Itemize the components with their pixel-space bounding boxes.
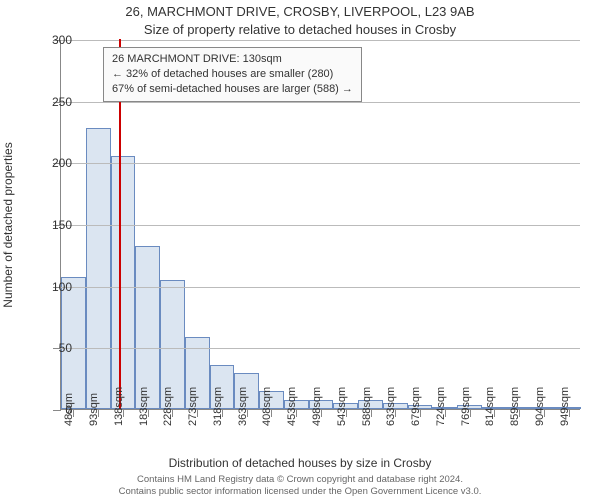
grid-line [61, 348, 580, 349]
histogram-bar [86, 128, 111, 409]
y-tick-label: 200 [32, 156, 72, 170]
y-tick-label: 50 [32, 341, 72, 355]
histogram-bar [111, 156, 136, 409]
y-tick-label: 300 [32, 33, 72, 47]
grid-line [61, 225, 580, 226]
grid-line [61, 102, 580, 103]
y-tick-label: 100 [32, 280, 72, 294]
y-axis-label: Number of detached properties [1, 142, 15, 307]
annotation-line1: 26 MARCHMONT DRIVE: 130sqm [112, 52, 353, 67]
footer-attribution: Contains HM Land Registry data © Crown c… [0, 474, 600, 498]
grid-line [61, 163, 580, 164]
footer-line2: Contains public sector information licen… [0, 486, 600, 498]
chart-title-line1: 26, MARCHMONT DRIVE, CROSBY, LIVERPOOL, … [0, 4, 600, 19]
annotation-box: 26 MARCHMONT DRIVE: 130sqm ← 32% of deta… [103, 47, 362, 102]
x-axis-label: Distribution of detached houses by size … [0, 456, 600, 470]
y-tick-label: 250 [32, 95, 72, 109]
annotation-line2: ← 32% of detached houses are smaller (28… [112, 67, 353, 82]
footer-line1: Contains HM Land Registry data © Crown c… [0, 474, 600, 486]
y-tick-label: 150 [32, 218, 72, 232]
annotation-line3: 67% of semi-detached houses are larger (… [112, 82, 353, 97]
histogram-bar [135, 246, 160, 409]
grid-line [61, 287, 580, 288]
chart-container: 26, MARCHMONT DRIVE, CROSBY, LIVERPOOL, … [0, 0, 600, 500]
chart-title-line2: Size of property relative to detached ho… [0, 22, 600, 37]
grid-line [61, 40, 580, 41]
